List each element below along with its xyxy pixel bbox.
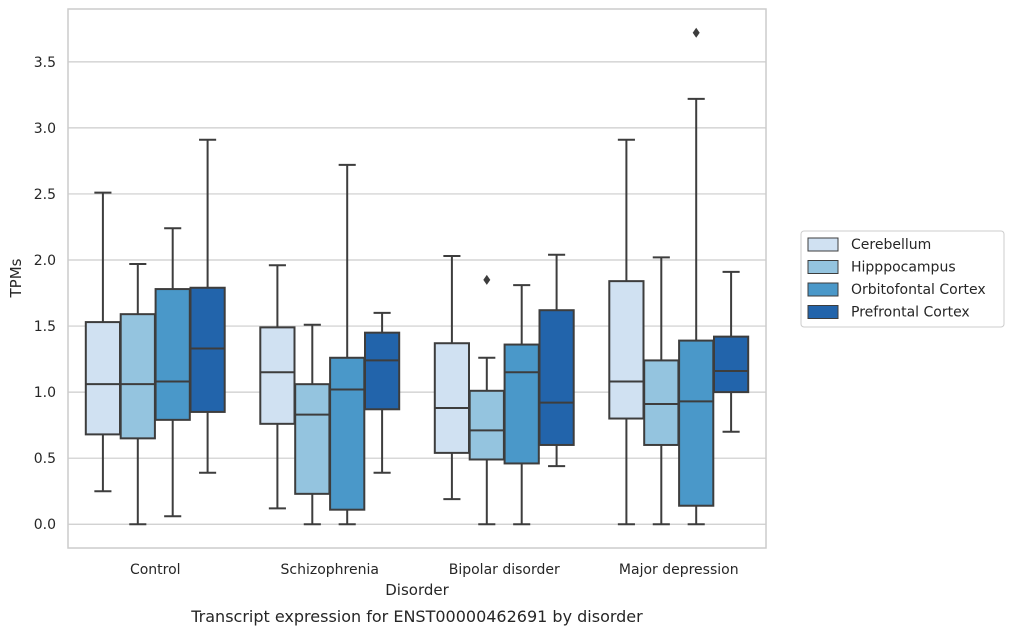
box-2-3 — [678, 27, 715, 526]
x-tick-labels: Control Schizophrenia Bipolar disorder Majo… — [130, 562, 739, 578]
legend-label: Hipppocampus — [851, 260, 956, 276]
box-2-0 — [154, 227, 191, 518]
box-2-2 — [503, 284, 540, 526]
box-1-0 — [119, 262, 156, 526]
box-body — [712, 335, 750, 394]
box-body — [189, 286, 226, 413]
box-body — [259, 326, 296, 425]
x-tick-label: Major depression — [619, 562, 739, 578]
legend-label: Prefrontal Cortex — [851, 305, 970, 321]
box-body — [608, 280, 645, 420]
box-body — [643, 359, 680, 446]
box-body — [468, 389, 505, 461]
legend-swatch — [807, 260, 839, 274]
x-axis-label: Disorder — [385, 581, 449, 599]
box-body — [294, 383, 331, 495]
y-tick-labels: 0.0 0.5 1.0 1.5 2.0 2.5 3.0 3.5 — [34, 55, 56, 533]
box-3-3 — [712, 270, 750, 433]
box-0-0 — [84, 191, 122, 493]
box-1-3 — [643, 256, 680, 526]
gridlines — [68, 61, 766, 525]
legend-frame — [800, 230, 1005, 328]
outlier-marker — [692, 27, 700, 38]
y-tick-label: 2.5 — [34, 187, 56, 203]
box-0-1 — [259, 264, 296, 510]
box-body — [363, 331, 401, 411]
legend-swatch — [807, 282, 839, 297]
legend-swatch — [807, 305, 839, 319]
box-body — [329, 356, 366, 511]
box-1-2 — [468, 274, 505, 526]
y-tick-label: 1.5 — [34, 319, 56, 335]
legend-swatch — [807, 237, 839, 252]
y-axis-label: TPMs — [7, 258, 25, 298]
x-tick-label: Bipolar disorder — [449, 562, 560, 578]
box-1-1 — [294, 323, 331, 526]
box-body — [433, 342, 471, 454]
box-groups — [84, 27, 750, 526]
chart-caption: Transcript expression for ENST0000046269… — [190, 607, 643, 626]
box-body — [678, 339, 715, 507]
box-body — [503, 343, 540, 465]
box-body — [154, 288, 191, 421]
y-tick-label: 3.5 — [34, 55, 56, 71]
outlier-marker — [483, 274, 491, 285]
y-tick-label: 2.0 — [34, 253, 56, 269]
legend: Cerebellum Hipppocampus Orbitofontal Corte… — [800, 230, 1005, 328]
box-0-2 — [433, 255, 471, 501]
y-tick-label: 3.0 — [34, 121, 56, 137]
box-body — [538, 309, 575, 446]
box-0-3 — [608, 138, 645, 526]
y-tick-label: 0.5 — [34, 451, 56, 467]
box-3-2 — [538, 253, 575, 468]
y-tick-label: 1.0 — [34, 385, 56, 401]
box-3-1 — [363, 311, 401, 474]
box-body — [119, 313, 156, 440]
box-2-1 — [329, 163, 366, 526]
x-tick-label: Schizophrenia — [281, 562, 379, 578]
legend-label: Orbitofontal Cortex — [851, 282, 986, 298]
legend-label: Cerebellum — [851, 237, 931, 253]
box-3-0 — [189, 138, 226, 474]
y-tick-label: 0.0 — [34, 517, 56, 533]
x-tick-label: Control — [130, 562, 181, 578]
box-body — [84, 321, 122, 436]
